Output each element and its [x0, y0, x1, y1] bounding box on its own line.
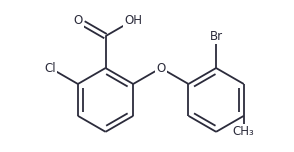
Text: OH: OH: [124, 14, 142, 27]
Text: O: O: [156, 62, 166, 74]
Text: O: O: [73, 14, 83, 27]
Text: Br: Br: [210, 30, 223, 43]
Text: CH₃: CH₃: [233, 125, 255, 138]
Text: Cl: Cl: [44, 62, 56, 74]
